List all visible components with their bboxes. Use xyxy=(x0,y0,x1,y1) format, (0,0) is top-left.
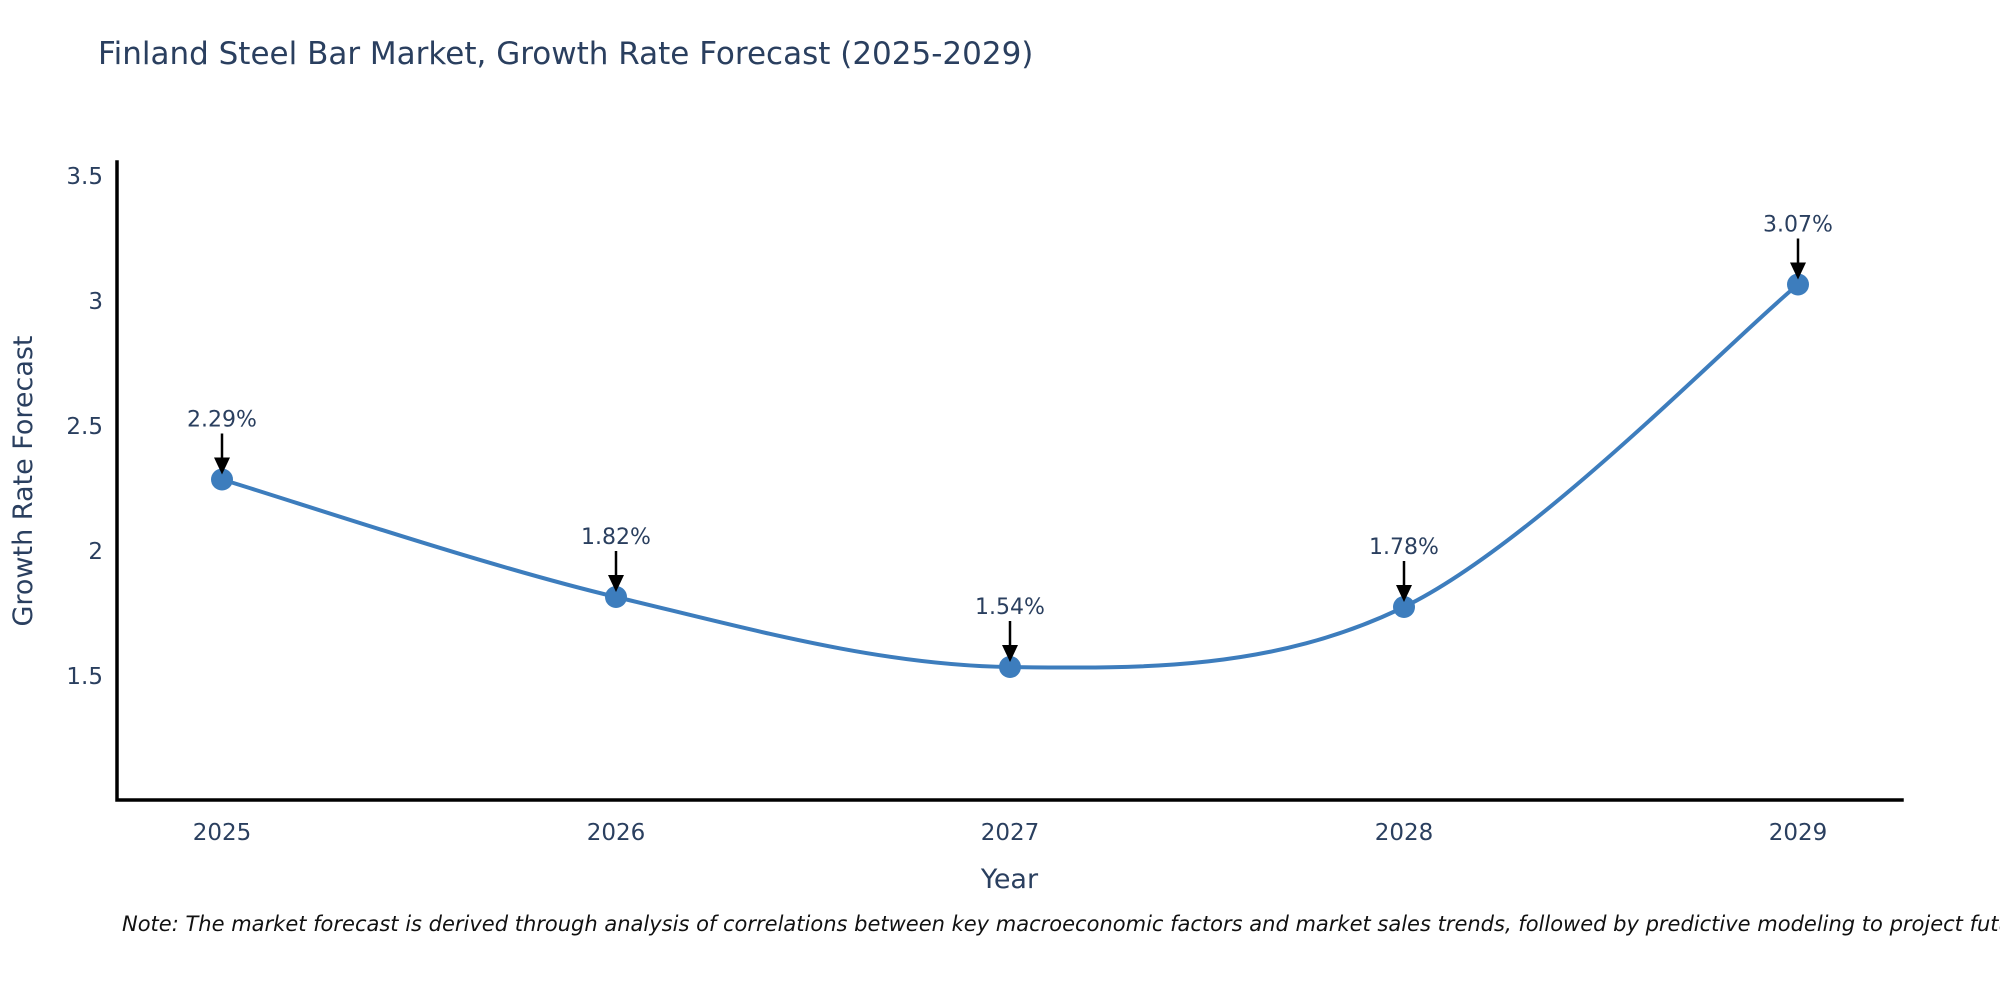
y-tick-label: 3 xyxy=(88,289,103,315)
data-point-label: 1.78% xyxy=(1369,535,1439,560)
x-tick-label: 2026 xyxy=(587,820,646,846)
data-point-label: 1.54% xyxy=(975,595,1045,620)
x-axis-title: Year xyxy=(980,864,1039,895)
y-tick-label: 2 xyxy=(88,539,103,565)
x-tick-label: 2027 xyxy=(981,820,1040,846)
data-point-label: 1.82% xyxy=(581,525,651,550)
axes-frame xyxy=(115,160,1904,802)
annotation-arrowhead xyxy=(1790,262,1806,280)
annotation-arrowhead xyxy=(1396,585,1412,602)
x-tick-label: 2025 xyxy=(193,820,252,846)
annotation-arrowhead xyxy=(214,457,230,475)
data-point-marker[interactable] xyxy=(211,468,233,491)
data-point-label: 2.29% xyxy=(187,408,257,433)
x-tick-label: 2029 xyxy=(1769,820,1828,846)
data-point-marker[interactable] xyxy=(605,586,627,608)
data-point-marker[interactable] xyxy=(1393,596,1415,618)
y-axis-title: Growth Rate Forecast xyxy=(8,335,39,626)
annotation-arrowhead xyxy=(608,575,624,592)
footnote: Note: The market forecast is derived thr… xyxy=(122,912,2000,936)
y-tick-label: 3.5 xyxy=(66,164,103,190)
data-point-label: 3.07% xyxy=(1763,213,1833,238)
x-tick-label: 2028 xyxy=(1375,820,1434,846)
annotation-arrowhead xyxy=(1002,645,1018,662)
chart-title: Finland Steel Bar Market, Growth Rate Fo… xyxy=(98,36,1034,72)
data-point-marker[interactable] xyxy=(999,656,1021,678)
y-tick-label: 2.5 xyxy=(66,414,103,440)
data-point-marker[interactable] xyxy=(1787,273,1809,296)
y-tick-label: 1.5 xyxy=(66,664,103,690)
